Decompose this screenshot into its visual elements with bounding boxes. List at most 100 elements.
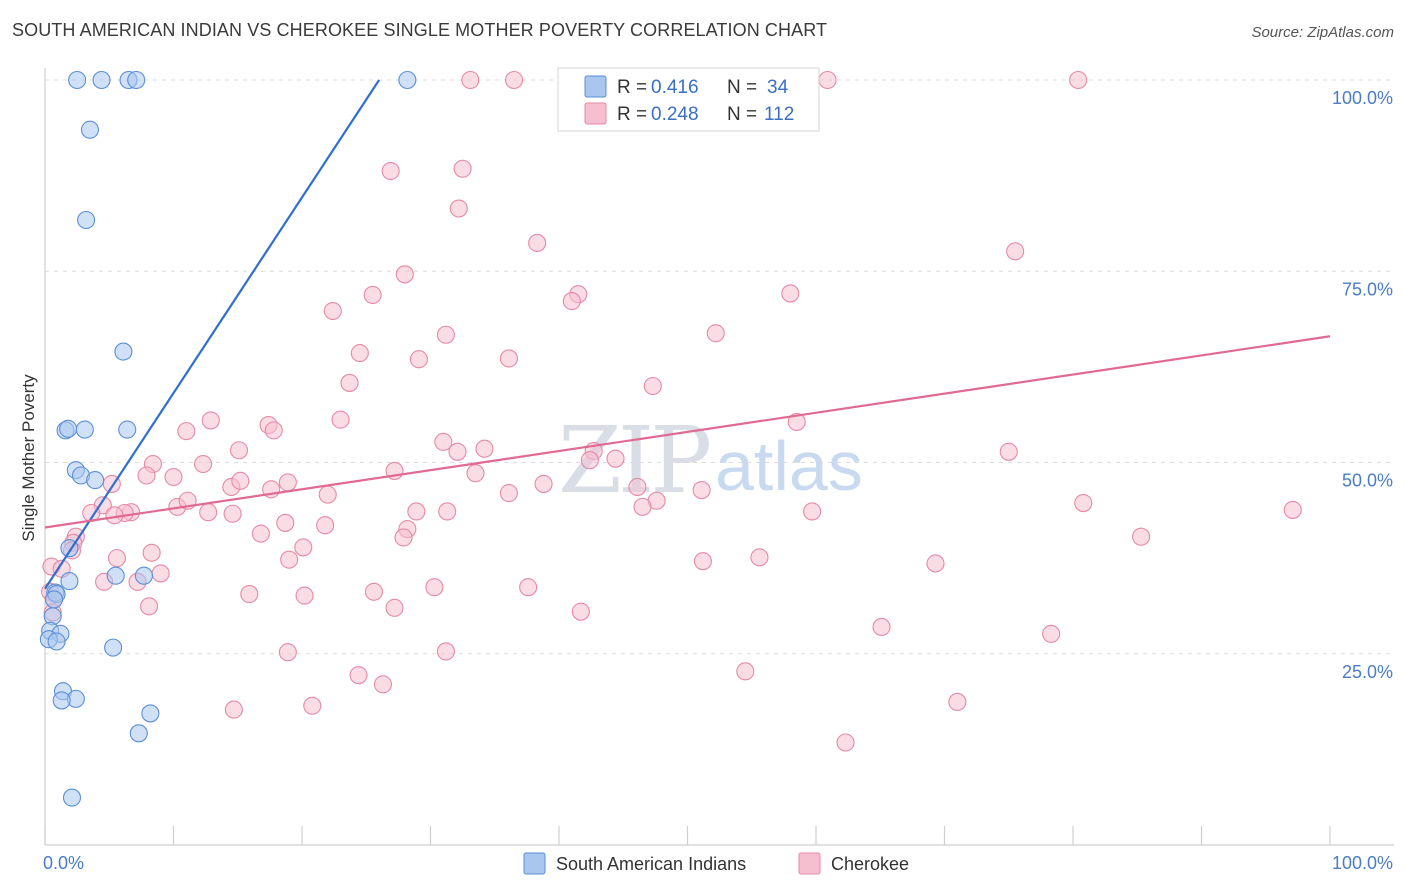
cherokee-point-42 <box>466 464 485 483</box>
south-american-indian-point-6 <box>77 210 96 230</box>
y-tick-label-2: 75.0% <box>1342 279 1393 299</box>
source-label: Source: ZipAtlas.com <box>1251 24 1394 41</box>
cherokee-point-8 <box>453 159 472 178</box>
cherokee-point-55 <box>318 485 337 504</box>
cherokee-point-30 <box>264 421 283 440</box>
cherokee-point-56 <box>499 484 518 503</box>
bottom-legend-swatch-pink <box>798 852 821 875</box>
south-american-indian-point-5 <box>80 120 100 139</box>
cherokee-point-51 <box>692 480 711 500</box>
cherokee-point-105 <box>278 643 297 662</box>
cherokee-point-18 <box>436 325 455 344</box>
bottom-legend: South American Indians Cherokee <box>523 852 909 875</box>
south-american-indian-point-21 <box>44 590 64 609</box>
south-american-indian-point-11 <box>118 420 137 439</box>
south-american-indian-point-17 <box>134 566 153 585</box>
south-american-indian-point-16 <box>106 566 125 585</box>
cherokee-point-74 <box>251 524 270 543</box>
south-american-indian-point-18 <box>60 572 79 591</box>
watermark: ZIP atlas <box>558 407 863 514</box>
cherokee-point-103 <box>872 617 891 637</box>
cherokee-point-75 <box>394 528 413 547</box>
trend-line-cherokee <box>44 335 1331 529</box>
y-tick-label-1: 50.0% <box>1342 471 1393 491</box>
cherokee-point-86 <box>1132 527 1151 546</box>
y-axis-title: Single Mother Poverty <box>19 374 38 542</box>
cherokee-point-60 <box>407 502 426 521</box>
cherokee-point-17 <box>323 301 342 321</box>
cherokee-point-25 <box>331 410 350 429</box>
south-american-indian-point-27 <box>104 638 123 657</box>
cherokee-point-96 <box>240 585 259 604</box>
legend-swatch-blue <box>584 75 607 98</box>
y-tick-label-0: 25.0% <box>1342 662 1393 682</box>
cherokee-point-83 <box>693 552 712 571</box>
south-american-indian-point-0 <box>68 70 87 90</box>
bottom-legend-label-blue: South American Indians <box>556 854 746 874</box>
cherokee-point-26 <box>787 412 806 432</box>
trend-lines <box>44 79 1331 590</box>
legend-n-label-1: N = <box>727 77 757 98</box>
cherokee-point-66 <box>1283 500 1302 519</box>
cherokee-point-49 <box>534 474 553 493</box>
cherokee-point-92 <box>519 578 538 597</box>
south-american-indian-point-1 <box>92 70 111 90</box>
cherokee-point-89 <box>151 564 170 583</box>
cherokee-point-59 <box>199 503 218 522</box>
cherokee-point-97 <box>295 586 314 605</box>
cherokee-point-108 <box>373 675 393 694</box>
cherokee-point-71 <box>276 513 295 532</box>
axes <box>44 68 1394 846</box>
cherokee-point-33 <box>475 439 494 458</box>
cherokee-point-9 <box>449 199 468 218</box>
cherokee-point-43 <box>137 466 156 485</box>
cherokee-point-95 <box>364 582 384 601</box>
south-american-indian-point-9 <box>59 419 78 438</box>
cherokee-point-110 <box>224 700 243 719</box>
y-tick-label-3: 100.0% <box>1332 88 1393 108</box>
cherokee-point-36 <box>606 449 625 468</box>
cherokee-point-91 <box>425 578 444 597</box>
cherokee-point-15 <box>562 292 581 311</box>
south-american-indian-points <box>39 70 417 807</box>
cherokee-point-113 <box>836 733 855 752</box>
cherokee-point-27 <box>201 411 220 430</box>
legend-n-value-2: 112 <box>764 104 794 125</box>
cherokee-point-23 <box>340 373 359 392</box>
cherokee-point-68 <box>803 502 822 521</box>
cherokee-point-67 <box>223 504 242 523</box>
cherokee-point-19 <box>706 324 725 343</box>
cherokee-point-106 <box>436 642 455 661</box>
x-tick-label-1: 100.0% <box>1332 853 1393 873</box>
legend-r-label-2: R = <box>617 104 647 125</box>
cherokee-point-22 <box>499 349 518 368</box>
gridlines <box>45 79 1394 655</box>
cherokee-point-109 <box>736 662 755 681</box>
cherokee-point-35 <box>580 451 599 470</box>
legend-swatch-pink <box>584 102 607 125</box>
watermark-zip: ZIP <box>558 407 709 514</box>
cherokee-point-80 <box>142 543 161 562</box>
cherokee-point-11 <box>1006 242 1025 261</box>
south-american-indian-point-30 <box>52 691 71 710</box>
cherokee-point-82 <box>280 550 299 569</box>
south-american-indian-point-14 <box>86 471 105 490</box>
cherokee-point-29 <box>177 422 196 441</box>
cherokee-point-0 <box>461 70 480 90</box>
cherokee-point-112 <box>948 692 967 711</box>
legend-r-value-1: 0.416 <box>651 77 699 98</box>
tick-labels: 25.0% 50.0% 75.0% 100.0% 0.0% 100.0% <box>43 88 1393 873</box>
cherokee-point-24 <box>643 376 662 396</box>
cherokee-point-73 <box>316 516 335 535</box>
cherokee-point-50 <box>628 477 647 497</box>
south-american-indian-point-3 <box>127 70 146 90</box>
cherokee-point-47 <box>278 473 297 492</box>
south-american-indian-point-4 <box>398 70 417 90</box>
cherokee-point-1 <box>504 70 524 90</box>
cherokee-point-46 <box>231 471 250 490</box>
cherokee-point-104 <box>1042 624 1061 643</box>
x-tick-label-0: 0.0% <box>43 853 84 873</box>
cherokee-point-12 <box>395 265 414 284</box>
cherokee-point-84 <box>750 548 769 567</box>
legend-r-value-2: 0.248 <box>651 104 699 125</box>
